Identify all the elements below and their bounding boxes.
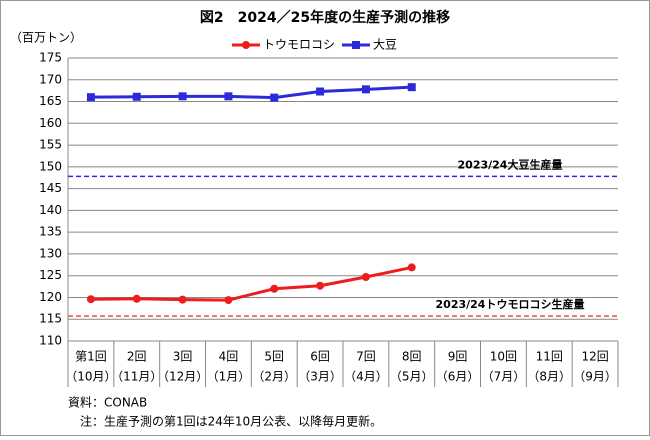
x-tick-label: 8回: [402, 350, 422, 364]
data-point: [132, 92, 141, 101]
x-tick-label: （4月）: [344, 370, 388, 384]
x-tick-label: （7月）: [482, 370, 526, 384]
x-tick-label: 12回: [581, 350, 608, 364]
x-tick-label: （9月）: [573, 370, 617, 384]
x-tick-label: 5回: [264, 350, 284, 364]
y-tick-label: 150: [39, 159, 62, 173]
legend-marker: [352, 41, 360, 49]
x-tick-label: （3月）: [298, 370, 342, 384]
data-point: [361, 272, 370, 281]
data-point: [407, 83, 416, 92]
y-axis-label: （百万トン）: [10, 31, 82, 45]
data-point: [224, 92, 233, 101]
y-tick-label: 115: [39, 312, 62, 326]
x-tick-label: 第1回: [75, 350, 107, 364]
x-tick-label: 3回: [173, 350, 193, 364]
x-tick-label: 6回: [310, 350, 330, 364]
data-point: [316, 87, 325, 96]
data-point: [86, 93, 95, 102]
x-tick-label: 10回: [490, 350, 517, 364]
data-point: [178, 295, 187, 304]
x-tick-label: 7回: [356, 350, 376, 364]
data-point: [178, 92, 187, 101]
x-tick-label: （6月）: [436, 370, 480, 384]
y-tick-label: 125: [39, 268, 62, 282]
x-tick-label: （12月）: [157, 370, 208, 384]
x-tick-label: 2回: [127, 350, 147, 364]
legend-label: 大豆: [373, 38, 397, 52]
data-point: [407, 263, 416, 272]
data-point: [132, 294, 141, 303]
data-point: [270, 93, 279, 102]
y-tick-label: 145: [39, 181, 62, 195]
y-tick-label: 175: [39, 51, 62, 65]
chart-title: 図2 2024／25年度の生産予測の推移: [200, 9, 450, 26]
y-tick-label: 160: [39, 116, 62, 130]
x-tick-label: （5月）: [390, 370, 434, 384]
note: 資料：CONAB: [68, 396, 147, 410]
series-line: [90, 265, 413, 302]
data-point: [86, 295, 95, 304]
x-tick-label: （8月）: [527, 370, 571, 384]
legend-marker: [242, 41, 250, 49]
y-tick-label: 170: [39, 72, 62, 86]
x-tick-label: 4回: [219, 350, 239, 364]
x-tick-label: （1月）: [207, 370, 251, 384]
data-point: [361, 85, 370, 94]
x-tick-label: （11月）: [111, 370, 162, 384]
x-tick-label: 9回: [448, 350, 468, 364]
reference-label: 2023/24大豆生産量: [458, 157, 563, 171]
x-tick-label: （2月）: [252, 370, 296, 384]
legend-label: トウモロコシ: [263, 38, 335, 52]
y-tick-label: 165: [39, 94, 62, 108]
series-line: [90, 85, 412, 100]
reference-label: 2023/24トウモロコシ生産量: [436, 297, 585, 311]
y-tick-label: 120: [39, 290, 62, 304]
x-tick-label: 11回: [536, 350, 563, 364]
data-point: [316, 281, 325, 290]
y-tick-label: 140: [39, 203, 62, 217]
note: 注：生産予測の第1回は24年10月公表、以降毎月更新。: [68, 414, 382, 429]
data-point: [224, 296, 233, 305]
y-tick-label: 155: [39, 138, 62, 152]
data-point: [270, 284, 279, 293]
y-tick-label: 135: [39, 225, 62, 239]
y-tick-label: 130: [39, 246, 62, 260]
x-tick-label: （10月）: [65, 370, 116, 384]
y-tick-label: 110: [39, 334, 62, 348]
